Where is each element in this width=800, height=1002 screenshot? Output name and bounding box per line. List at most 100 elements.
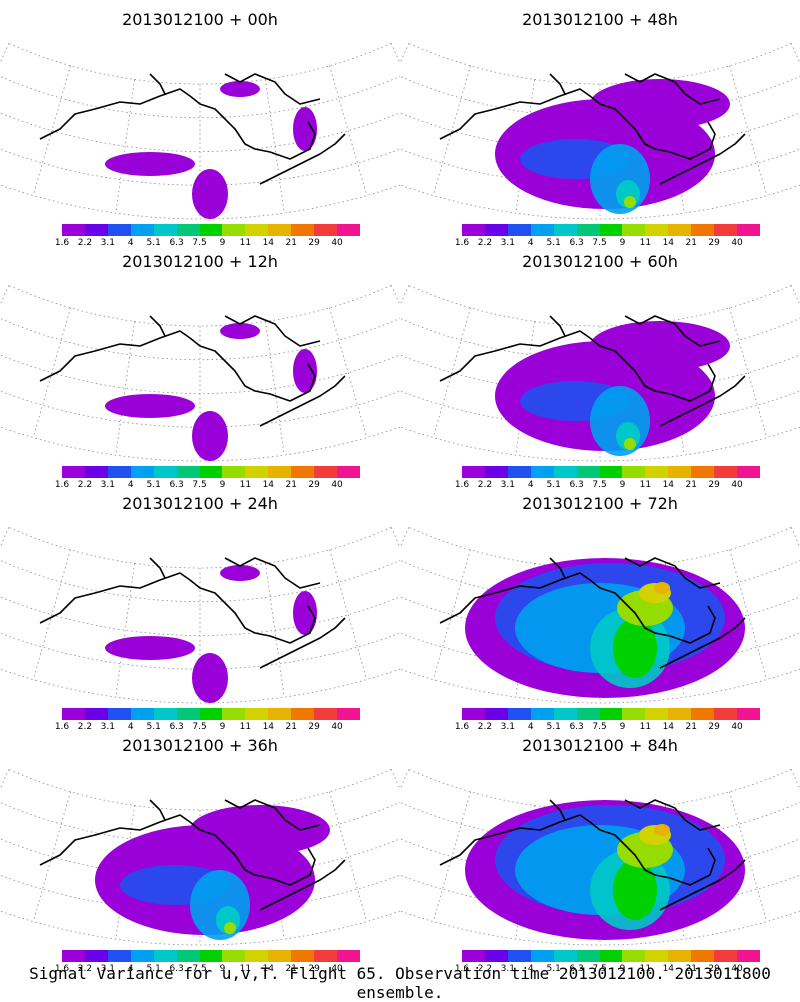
colorbar-swatch	[691, 224, 715, 236]
colorbar-swatch	[645, 708, 669, 720]
colorbar-tick: 1.6	[54, 480, 70, 490]
colorbar-swatch	[576, 950, 600, 962]
colorbar-tick: 9	[619, 722, 626, 732]
colorbar-tick: 40	[331, 480, 343, 490]
colorbar-tick: 11	[639, 722, 652, 732]
colorbar-tick-labels: 1.6 2.2 3.1 4 5.1 6.3 7.5 9 11 14 21 29 40	[455, 964, 760, 976]
colorbar-tick: 6.3	[569, 238, 584, 248]
colorbar-tick: 6.3	[569, 722, 584, 732]
colorbar-tick: 9	[219, 964, 226, 974]
colorbar-swatch	[222, 466, 246, 478]
colorbar-swatch	[337, 466, 360, 478]
colorbar-swatch	[291, 224, 315, 236]
colorbar-swatch	[268, 708, 292, 720]
panel-title: 2013012100 + 48h	[522, 10, 678, 29]
colorbar-tick: 3.1	[500, 238, 516, 248]
colorbar-swatch	[245, 708, 269, 720]
colorbar-swatch	[507, 466, 531, 478]
colorbar-tick: 14	[662, 722, 675, 732]
forecast-map	[400, 769, 800, 946]
colorbar-swatch	[84, 466, 108, 478]
colorbar-tick: 14	[262, 480, 275, 490]
signal-area	[654, 582, 670, 594]
colorbar-tick: 11	[639, 238, 652, 248]
colorbar-tick-labels: 1.6 2.2 3.1 4 5.1 6.3 7.5 9 11 14 21 29 40	[55, 480, 360, 492]
colorbar-tick: 9	[219, 238, 226, 248]
colorbar-swatch	[153, 466, 177, 478]
colorbar-swatch	[714, 466, 738, 478]
colorbar-tick: 5.1	[546, 238, 561, 248]
colorbar-tick: 21	[685, 722, 697, 732]
colorbar-swatch	[107, 708, 131, 720]
signal-area	[220, 323, 260, 339]
colorbar-tick: 11	[639, 480, 652, 490]
colorbar-swatch	[153, 224, 177, 236]
coastline	[39, 799, 346, 911]
forecast-map	[400, 43, 800, 220]
colorbar-tick: 14	[262, 238, 275, 248]
colorbar-swatch	[737, 224, 760, 236]
colorbar-tick: 6.3	[169, 964, 184, 974]
colorbar-swatch	[622, 224, 646, 236]
signal-area	[293, 591, 317, 635]
colorbar-tick: 29	[308, 964, 320, 974]
panel-title: 2013012100 + 84h	[522, 736, 678, 755]
colorbar-swatch	[199, 466, 223, 478]
colorbar-tick: 7.5	[192, 964, 207, 974]
colorbar-tick: 40	[731, 480, 743, 490]
colorbar-swatch	[222, 950, 246, 962]
colorbar-swatch	[245, 950, 269, 962]
colorbar-swatch	[737, 708, 760, 720]
signal-area	[220, 565, 260, 581]
colorbar-tick: 1.6	[454, 238, 470, 248]
colorbar-swatch	[84, 950, 108, 962]
colorbar-swatch	[691, 950, 715, 962]
colorbar-tick: 29	[708, 722, 720, 732]
colorbar-tick: 40	[331, 238, 343, 248]
coastline	[439, 557, 746, 669]
colorbar-tick: 4	[127, 238, 134, 248]
colorbar-swatch	[245, 466, 269, 478]
colorbar-tick: 21	[285, 964, 297, 974]
colorbar-tick: 40	[731, 964, 743, 974]
colorbar-swatch	[622, 708, 646, 720]
signal-area	[192, 411, 228, 461]
signal-area	[190, 805, 330, 855]
colorbar-tick: 40	[731, 238, 743, 248]
colorbar-tick: 21	[685, 238, 697, 248]
colorbar-tick: 6.3	[169, 480, 184, 490]
colorbar-tick: 11	[639, 964, 652, 974]
colorbar-tick: 1.6	[454, 480, 470, 490]
colorbar-swatch	[507, 950, 531, 962]
colorbar-swatch	[668, 708, 692, 720]
colorbar-swatch	[291, 950, 315, 962]
colorbar-swatch	[645, 950, 669, 962]
colorbar-tick: 7.5	[592, 480, 607, 490]
colorbar-tick: 1.6	[454, 722, 470, 732]
colorbar-tick: 11	[239, 238, 252, 248]
colorbar-tick: 9	[619, 480, 626, 490]
colorbar-tick: 3.1	[100, 964, 116, 974]
colorbar-tick-labels: 1.6 2.2 3.1 4 5.1 6.3 7.5 9 11 14 21 29 40	[455, 480, 760, 492]
colorbar-tick: 11	[239, 480, 252, 490]
colorbar-tick-labels: 1.6 2.2 3.1 4 5.1 6.3 7.5 9 11 14 21 29 40	[55, 722, 360, 734]
colorbar-tick: 29	[708, 480, 720, 490]
forecast-map	[0, 43, 400, 220]
map-domain	[0, 527, 400, 703]
coastline	[439, 73, 746, 185]
colorbar-tick: 14	[262, 964, 275, 974]
colorbar-swatch	[484, 950, 508, 962]
figure-caption: Signal Variance for u,v,T. Flight 65. Ob…	[29, 964, 771, 1002]
signal-area	[613, 618, 657, 678]
colorbar-tick: 2.2	[477, 480, 493, 490]
colorbar-swatch	[714, 224, 738, 236]
panel-title: 2013012100 + 72h	[522, 494, 678, 513]
colorbar-swatch	[153, 708, 177, 720]
colorbar-swatch	[130, 466, 154, 478]
signal-area	[590, 321, 730, 371]
colorbar-swatch	[668, 466, 692, 478]
colorbar	[462, 950, 760, 962]
panel-title: 2013012100 + 36h	[122, 736, 278, 755]
coastline	[439, 799, 746, 911]
colorbar-swatch	[599, 224, 623, 236]
